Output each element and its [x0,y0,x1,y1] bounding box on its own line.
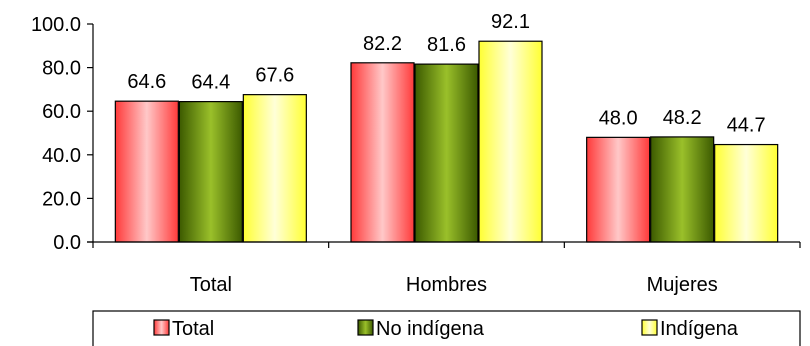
y-tick-label: 40.0 [42,145,81,167]
data-label: 81.6 [427,34,466,56]
y-tick-label: 0.0 [53,232,81,254]
data-label: 64.6 [127,71,166,93]
x-category-label: Hombres [406,274,487,296]
legend-label: Indígena [660,318,739,340]
y-axis: 0.0 20.0 40.0 60.0 80.0 100.0 [31,14,94,254]
bar-hombres-2 [478,40,543,243]
bar-mujeres-0 [586,136,651,243]
legend-swatch [357,319,374,336]
bar-total-2 [242,94,307,243]
x-category-label: Mujeres [647,274,718,296]
bar-mujeres-1 [650,136,715,243]
bar-total-1 [178,101,243,243]
legend-label: No indígena [376,318,485,340]
data-label: 67.6 [255,65,294,87]
bars [114,40,779,243]
y-tick-label: 80.0 [42,58,81,80]
data-label: 82.2 [363,33,402,55]
data-label: 64.4 [191,72,230,94]
data-labels: 64.6 64.4 67.6 82.2 81.6 92.1 48.0 48.2 44.7 [127,11,765,136]
legend: Total No indígena Indígena [92,310,801,346]
x-category-label: Total [190,274,232,296]
bar-mujeres-2 [714,143,779,243]
y-tick-label: 20.0 [42,188,81,210]
data-label: 48.2 [663,107,702,129]
bar-hombres-0 [350,62,415,243]
x-axis: Total Hombres Mujeres [87,241,801,296]
data-label: 48.0 [599,107,638,129]
y-tick-label: 60.0 [42,101,81,123]
y-tick-label: 100.0 [31,14,81,36]
data-label: 92.1 [491,11,530,33]
legend-swatch [641,319,658,336]
legend-label: Total [172,318,214,340]
legend-box [92,310,801,346]
bar-hombres-1 [414,63,479,243]
data-label: 44.7 [727,115,766,137]
legend-swatch [153,319,170,336]
bar-total-0 [114,100,179,243]
